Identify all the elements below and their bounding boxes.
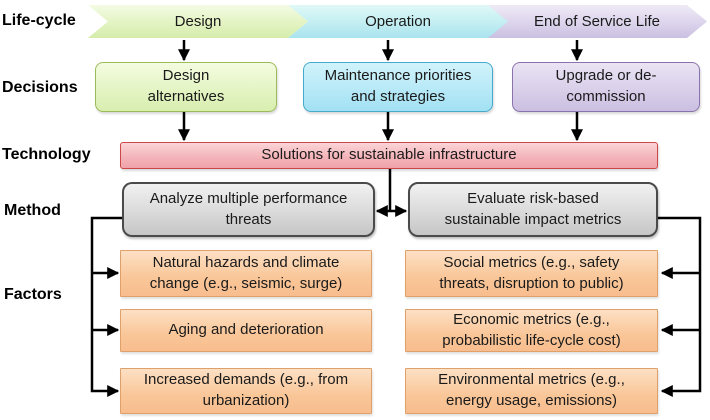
factor-box-social-metrics-label: Social metrics (e.g., safety threats, di… xyxy=(439,253,624,292)
chevron-stage-design-label: Design xyxy=(174,13,222,30)
factor-box-economic-metrics: Economic metrics (e.g., probabilistic li… xyxy=(405,309,658,352)
factor-box-environmental-metrics: Environmental metrics (e.g., energy usag… xyxy=(405,368,658,414)
technology-box-solutions: Solutions for sustainable infrastructure xyxy=(120,142,658,169)
decision-box-maintenance-priorities: Maintenance priorities and strategies xyxy=(303,62,493,112)
decision-box-upgrade-or-decommission-label: Upgrade or de- commission xyxy=(555,67,657,105)
row-label-technology: Technology xyxy=(2,146,91,163)
row-label-method: Method xyxy=(4,202,61,219)
chevron-stage-operation-label: Operation xyxy=(365,13,431,30)
factor-box-aging-deterioration-label: Aging and deterioration xyxy=(168,321,324,339)
bracket-left-method-to-factors xyxy=(90,216,122,397)
chevron-stage-end-of-service-life: End of Service Life xyxy=(487,5,707,38)
factor-box-increased-demands-label: Increased demands (e.g., from urbanizati… xyxy=(143,371,349,409)
decision-box-maintenance-priorities-label: Maintenance priorities and strategies xyxy=(324,67,472,105)
row-label-factors: Factors xyxy=(4,286,62,303)
bracket-right-method-to-factors xyxy=(658,216,702,397)
decision-box-design-alternatives-label: Design alternatives xyxy=(147,67,225,105)
technology-box-solutions-label: Solutions for sustainable infrastructure xyxy=(261,146,517,164)
method-box-analyze-threats: Analyze multiple performance threats xyxy=(122,182,375,237)
decision-box-design-alternatives: Design alternatives xyxy=(95,62,277,112)
factor-box-social-metrics: Social metrics (e.g., safety threats, di… xyxy=(405,250,658,297)
row-label-decisions: Decisions xyxy=(2,79,78,96)
factor-box-environmental-metrics-label: Environmental metrics (e.g., energy usag… xyxy=(438,371,625,409)
factor-box-natural-hazards: Natural hazards and climate change (e.g.… xyxy=(120,250,372,297)
factor-box-natural-hazards-label: Natural hazards and climate change (e.g.… xyxy=(149,253,343,292)
method-box-evaluate-metrics-label: Evaluate risk-based sustainable impact m… xyxy=(444,189,622,228)
row-label-lifecycle: Life-cycle xyxy=(2,12,76,29)
method-box-evaluate-metrics: Evaluate risk-based sustainable impact m… xyxy=(408,182,658,237)
factor-box-increased-demands: Increased demands (e.g., from urbanizati… xyxy=(120,368,372,414)
chevron-stage-design: Design xyxy=(88,5,308,38)
method-box-analyze-threats-label: Analyze multiple performance threats xyxy=(149,189,348,228)
chevron-stage-operation: Operation xyxy=(288,5,508,38)
factor-box-economic-metrics-label: Economic metrics (e.g., probabilistic li… xyxy=(442,310,621,349)
chevron-stage-end-of-service-life-label: End of Service Life xyxy=(534,13,660,30)
decision-box-upgrade-or-decommission: Upgrade or de- commission xyxy=(512,62,700,112)
factor-box-aging-deterioration: Aging and deterioration xyxy=(120,309,372,352)
